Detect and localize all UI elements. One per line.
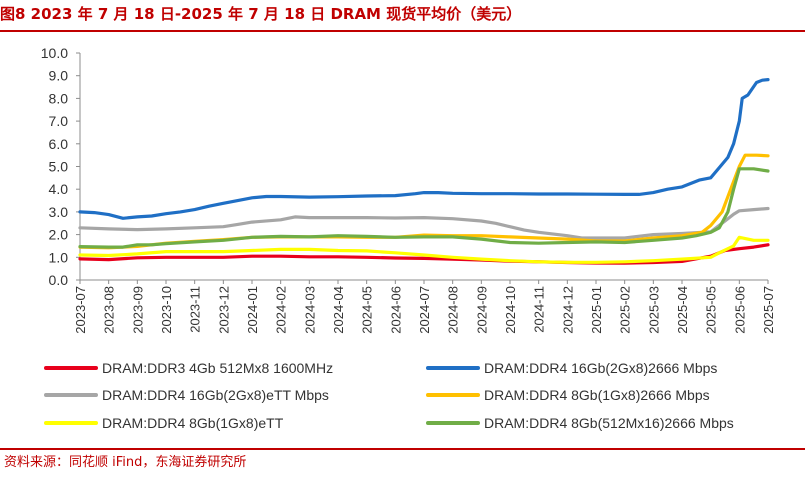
series-line-1 (78, 77, 770, 220)
x-tick-label: 2023-08 (102, 286, 117, 334)
x-tick-label: 2025-02 (618, 286, 633, 334)
x-tick-label: 2025-04 (675, 286, 690, 334)
y-tick-label: 4.0 (49, 181, 69, 197)
x-tick-label: 2024-09 (474, 286, 489, 334)
y-tick-label: 6.0 (49, 136, 69, 152)
y-tick-label: 7.0 (49, 113, 69, 129)
legend-label-1: DRAM:DDR4 16Gb(2Gx8)2666 Mbps (484, 360, 717, 376)
series-line-4 (78, 235, 770, 264)
y-tick-label: 3.0 (49, 204, 69, 220)
x-tick-label: 2023-07 (73, 286, 88, 334)
legend-label-2: DRAM:DDR4 16Gb(2Gx8)eTT Mbps (102, 387, 329, 403)
x-tick-label: 2025-06 (732, 286, 747, 334)
x-tick-label: 2025-03 (646, 286, 661, 334)
x-tick-label: 2024-12 (560, 286, 575, 334)
y-tick-label: 9.0 (49, 68, 69, 84)
y-tick-label: 8.0 (49, 90, 69, 106)
x-tick-label: 2024-04 (331, 286, 346, 334)
x-tick-label: 2024-02 (274, 286, 289, 334)
series-line-5 (78, 167, 770, 249)
title-divider (0, 30, 805, 32)
x-tick-label: 2023-12 (216, 286, 231, 334)
x-tick-label: 2024-01 (245, 286, 260, 334)
x-tick-label: 2025-01 (589, 286, 604, 334)
x-tick-label: 2024-06 (388, 286, 403, 334)
x-tick-label: 2024-08 (446, 286, 461, 334)
legend-label-3: DRAM:DDR4 8Gb(1Gx8)2666 Mbps (484, 387, 710, 403)
dram-price-chart: 0.0 1.0 2.0 3.0 4.0 5.0 6.0 7.0 8.0 9.0 10.0 2023-… (41, 45, 776, 431)
x-tick-label: 2025-07 (761, 286, 776, 334)
chart-title: 图8 2023 年 7 月 18 日-2025 年 7 月 18 日 DRAM … (0, 5, 522, 23)
x-tick-label: 2024-03 (302, 286, 317, 334)
legend-label-5: DRAM:DDR4 8Gb(512Mx16)2666 Mbps (484, 415, 734, 431)
x-tick-label: 2024-11 (532, 286, 547, 333)
legend-label-4: DRAM:DDR4 8Gb(1Gx8)eTT (102, 415, 284, 431)
legend-label-0: DRAM:DDR3 4Gb 512Mx8 1600MHz (102, 360, 333, 376)
series-lines (78, 77, 770, 265)
y-tick-label: 0.0 (49, 272, 69, 288)
y-axis: 0.0 1.0 2.0 3.0 4.0 5.0 6.0 7.0 8.0 9.0 10.0 (41, 45, 81, 288)
legend: DRAM:DDR3 4Gb 512Mx8 1600MHz DRAM:DDR4 16… (44, 360, 734, 431)
y-tick-label: 10.0 (41, 45, 68, 61)
x-tick-label: 2023-09 (130, 286, 145, 334)
x-tick-label: 2023-10 (159, 286, 174, 334)
x-tick-label: 2024-07 (417, 286, 432, 334)
footer-divider (0, 448, 805, 450)
x-tick-label: 2023-11 (188, 286, 203, 333)
x-tick-label: 2025-05 (704, 286, 719, 334)
x-tick-label: 2024-10 (503, 286, 518, 334)
y-tick-label: 2.0 (49, 227, 69, 243)
x-axis: 2023-07 2023-08 2023-09 2023-10 2023-11 2023-… (73, 279, 776, 334)
source-note: 资料来源：同花顺 iFind，东海证券研究所 (4, 455, 247, 470)
y-tick-label: 5.0 (49, 159, 69, 175)
y-tick-label: 1.0 (49, 249, 69, 265)
x-tick-label: 2024-05 (360, 286, 375, 334)
